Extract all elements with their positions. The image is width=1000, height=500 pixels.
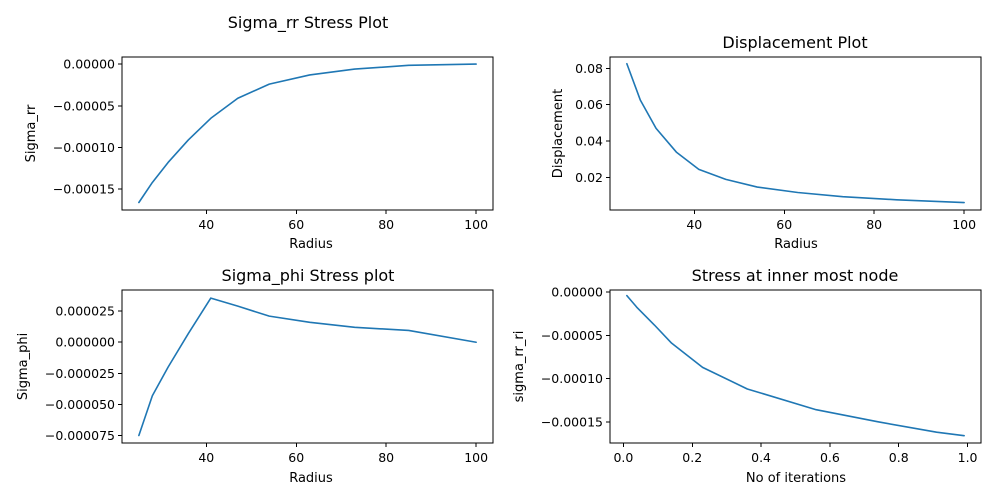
plot-frame [121, 289, 494, 444]
subplot-sigma-phi: Sigma_phi Stress plot Radius Sigma_phi 4… [16, 266, 494, 486]
x-tick-label: 40 [198, 450, 214, 465]
plot-frame [609, 289, 982, 444]
y-tick-label: −0.000075 [45, 428, 115, 443]
y-tick-label: −0.00010 [541, 371, 603, 386]
series-line [138, 63, 477, 204]
subplot-title: Sigma_phi Stress plot [222, 266, 395, 286]
series-line [626, 62, 965, 204]
x-axis-label: Radius [289, 471, 333, 486]
x-tick-label: 60 [288, 450, 304, 465]
subplot-title: Stress at inner most node [692, 266, 899, 285]
y-tick-label: 0.00000 [63, 57, 115, 72]
subplot-title: Sigma_rr Stress Plot [228, 13, 389, 33]
x-tick-label: 80 [378, 217, 394, 232]
x-tick-label: 100 [464, 217, 488, 232]
y-tick-label: 0.00000 [551, 285, 603, 300]
x-axis-label: Radius [774, 237, 818, 252]
x-tick-label: 0.2 [682, 450, 702, 465]
y-tick-label: −0.00015 [541, 414, 603, 429]
x-tick-label: 100 [952, 217, 976, 232]
x-tick-label: 80 [866, 217, 882, 232]
x-tick-label: 100 [464, 450, 488, 465]
y-tick-label: −0.00010 [53, 140, 115, 155]
x-tick-label: 60 [288, 217, 304, 232]
y-tick-label: −0.000025 [45, 366, 115, 381]
x-tick-label: 0.8 [889, 450, 909, 465]
x-axis-label: No of iterations [746, 471, 846, 486]
tick-group: 40 60 80 100 −0.000075 −0.000050 −0.000025 0.00… [45, 304, 488, 465]
x-tick-label: 0.4 [751, 450, 771, 465]
y-tick-label: −0.00005 [541, 328, 603, 343]
tick-group: 40 60 80 100 0.02 0.04 0.06 0.08 [575, 61, 976, 232]
subplot-displacement: Displacement Plot Radius Displacement 40… [551, 33, 982, 252]
x-tick-label: 60 [776, 217, 792, 232]
y-tick-label: −0.00005 [53, 98, 115, 113]
y-axis-label: Sigma_phi [16, 333, 31, 400]
x-tick-label: 0.0 [613, 450, 633, 465]
y-tick-label: 0.000025 [55, 304, 115, 319]
y-tick-label: 0.000000 [55, 335, 115, 350]
subplot-stress-inner-node: Stress at inner most node No of iteratio… [512, 266, 982, 486]
y-tick-label: 0.08 [575, 61, 603, 76]
y-tick-label: −0.00015 [53, 182, 115, 197]
y-tick-label: −0.000050 [45, 397, 115, 412]
subplot-sigma-rr: Sigma_rr Stress Plot Radius Sigma_rr 40 6… [24, 13, 494, 252]
y-tick-label: 0.04 [575, 134, 603, 149]
y-axis-label: Displacement [551, 89, 566, 178]
y-tick-label: 0.06 [575, 97, 603, 112]
x-axis-label: Radius [289, 237, 333, 252]
x-tick-label: 40 [686, 217, 702, 232]
plot-frame [609, 56, 982, 211]
subplot-title: Displacement Plot [722, 33, 867, 52]
tick-group: 0.0 0.2 0.4 0.6 0.8 1.0 −0.00015 −0.00010 −0.000… [541, 285, 978, 465]
x-tick-label: 80 [378, 450, 394, 465]
plot-frame [121, 56, 494, 211]
x-tick-label: 1.0 [958, 450, 978, 465]
series-line [138, 297, 477, 437]
tick-group: 40 60 80 100 −0.00015 −0.00010 −0.00005 0.00000 [53, 57, 488, 232]
y-axis-label: sigma_rr_ri [512, 331, 527, 403]
x-tick-label: 40 [198, 217, 214, 232]
y-tick-label: 0.02 [575, 170, 603, 185]
series-line [626, 294, 965, 437]
x-tick-label: 0.6 [820, 450, 840, 465]
y-axis-label: Sigma_rr [24, 104, 39, 162]
